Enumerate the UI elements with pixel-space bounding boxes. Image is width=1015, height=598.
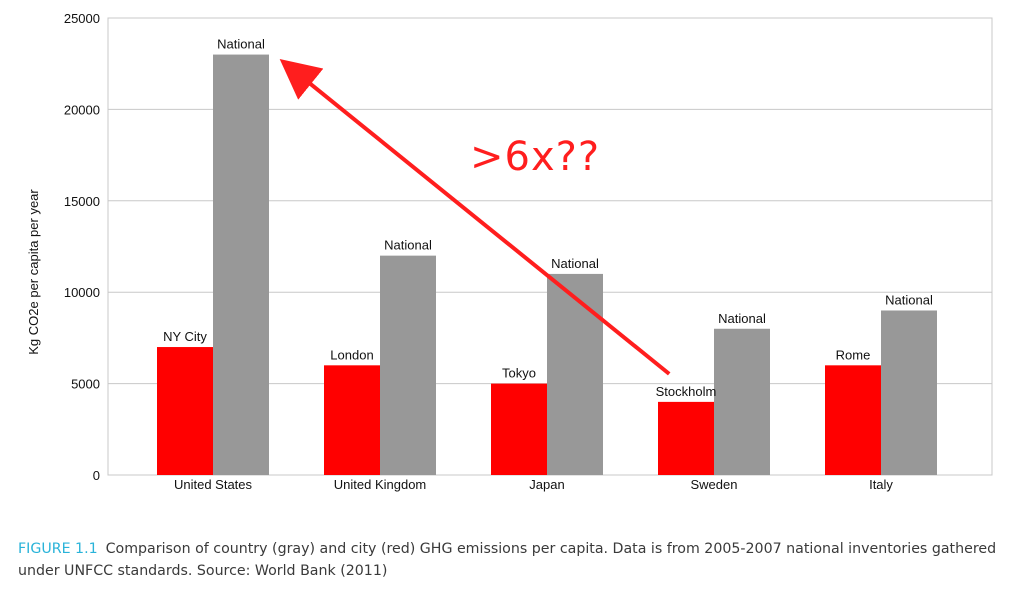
figure-caption: FIGURE 1.1 Comparison of country (gray) a…	[18, 538, 1003, 582]
labels: 0 5000 10000 15000 20000 25000 NY City National…	[64, 11, 933, 492]
x-tick-label: Japan	[529, 477, 564, 492]
city-bar	[491, 383, 547, 475]
y-tick-label: 25000	[64, 11, 100, 26]
y-tick-label: 0	[93, 468, 100, 483]
bar-chart: 0 5000 10000 15000 20000 25000 NY City National…	[26, 11, 993, 492]
national-bar	[714, 328, 770, 475]
city-bar-label: Rome	[836, 347, 871, 362]
city-bar-label: NY City	[163, 329, 207, 344]
annotation-arrow	[279, 59, 671, 376]
national-bar-label: National	[551, 256, 599, 271]
city-bar-label: Tokyo	[502, 366, 536, 381]
y-tick-label: 5000	[71, 377, 100, 392]
x-tick-label: Italy	[869, 477, 893, 492]
city-bar	[324, 365, 380, 475]
city-bar-label: Stockholm	[656, 384, 717, 399]
national-bar-label: National	[718, 311, 766, 326]
city-bar	[658, 401, 714, 475]
bars	[157, 54, 937, 476]
x-tick-label: Sweden	[691, 477, 738, 492]
city-bar	[157, 347, 213, 475]
city-bar	[825, 365, 881, 475]
y-tick-label: 20000	[64, 102, 100, 117]
figure-label: FIGURE 1.1	[18, 541, 98, 557]
y-tick-label: 10000	[64, 285, 100, 300]
national-bar	[213, 54, 269, 476]
national-bar-label: National	[384, 238, 432, 253]
national-bar	[881, 310, 937, 475]
national-bar-label: National	[885, 292, 933, 307]
national-bar	[380, 255, 436, 475]
y-tick-label: 15000	[64, 194, 100, 209]
national-bar-label: National	[217, 37, 265, 52]
x-tick-label: United Kingdom	[334, 477, 427, 492]
caption-text: Comparison of country (gray) and city (r…	[18, 541, 997, 579]
y-axis-label: Kg CO2e per capita per year	[26, 189, 41, 355]
x-tick-label: United States	[174, 477, 253, 492]
national-bar	[547, 273, 603, 475]
annotation-text: >6x??	[470, 134, 601, 180]
city-bar-label: London	[330, 347, 373, 362]
